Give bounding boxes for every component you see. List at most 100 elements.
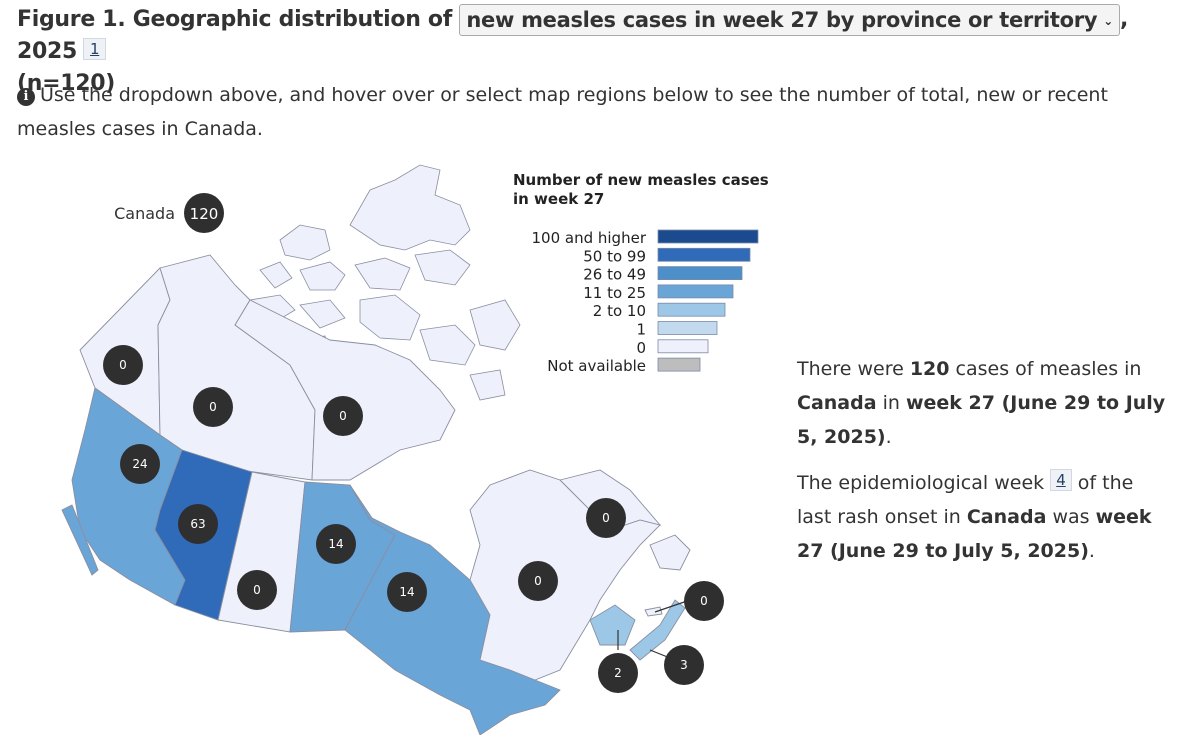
summary-epi-week: The epidemiological week 4 of the last r…: [797, 466, 1167, 568]
national-value: 120: [190, 205, 219, 223]
region-bc-island[interactable]: [61, 504, 99, 576]
summary-place: Canada: [966, 506, 1047, 528]
info-icon: i: [17, 88, 35, 106]
summary-week: week 27 (June 29 to July 5, 2025): [797, 392, 1166, 448]
bubble-circle: [518, 561, 558, 601]
legend-swatch: [657, 247, 751, 262]
region-bubble-nb[interactable]: 2: [598, 653, 638, 693]
bubble-value: 0: [339, 409, 347, 423]
bubble-circle: [387, 572, 427, 612]
summary-text: was: [1046, 506, 1096, 528]
summary-text: of the last rash onset in: [797, 472, 1134, 528]
measure-dropdown[interactable]: new measles cases in week 27 by province…: [459, 4, 1121, 36]
measure-dropdown-value: new measles cases in week 27 by province…: [466, 8, 1098, 32]
bubble-value: 0: [253, 583, 261, 597]
region-ns[interactable]: [629, 599, 686, 661]
legend-title-2: in week 27: [513, 190, 604, 208]
region-bubble-bc[interactable]: 24: [120, 444, 160, 484]
legend-swatch: [657, 229, 759, 244]
summary-cases: There were 120 cases of measles in Canad…: [797, 352, 1167, 454]
legend-swatch: [657, 321, 718, 335]
region-nb[interactable]: [589, 604, 636, 646]
bubble-circle: [598, 653, 638, 693]
figure-title: Figure 1. Geographic distribution of new…: [17, 4, 1167, 100]
region-bubble-nu[interactable]: 0: [323, 396, 363, 436]
bubble-circle: [316, 524, 356, 564]
legend-item: 100 and higher: [532, 229, 759, 247]
summary-text: in: [876, 392, 906, 414]
figure-title-prefix: Figure 1. Geographic distribution of: [17, 7, 453, 32]
legend-label: 26 to 49: [583, 266, 646, 284]
national-badge: Canada 120: [114, 193, 224, 233]
legend-label: 2 to 10: [593, 302, 646, 320]
legend-label: 50 to 99: [583, 247, 646, 265]
map-svg: Canada 120 0 0 0 24 63 0 14 14 0 0 0 2 3 Number of n…: [61, 164, 769, 735]
legend-item: 26 to 49: [583, 266, 743, 284]
legend: Number of new measles cases in week 27 1…: [513, 171, 769, 375]
bubble-value: 0: [119, 358, 127, 372]
legend-swatch: [657, 339, 709, 354]
summary-count: 120: [909, 358, 950, 380]
region-bubble-yt[interactable]: 0: [103, 345, 143, 385]
legend-swatch: [657, 284, 734, 299]
bubble-value: 24: [132, 457, 147, 471]
arctic-islands: [249, 164, 521, 401]
bubble-value: 63: [190, 517, 205, 531]
bubble-circle: [323, 396, 363, 436]
legend-label: 1: [636, 321, 646, 339]
bubble-value: 2: [614, 666, 622, 680]
national-bubble: [184, 193, 224, 233]
region-bubble-mb[interactable]: 14: [316, 524, 356, 564]
summary-text: .: [885, 426, 892, 448]
legend-label: 11 to 25: [583, 284, 646, 302]
region-qc[interactable]: [469, 469, 661, 681]
figure-title-suffix: , 2025: [17, 7, 1129, 64]
instructions-text: Use the dropdown above, and hover over o…: [17, 84, 1108, 140]
bubble-circle: [237, 570, 277, 610]
summary-week: week 27 (June 29 to July 5, 2025): [797, 506, 1152, 562]
legend-item: Not available: [547, 357, 701, 375]
bubble-circle: [120, 444, 160, 484]
summary-panel: There were 120 cases of measles in Canad…: [797, 352, 1167, 580]
legend-item: 50 to 99: [583, 247, 751, 265]
region-bubble-sk[interactable]: 0: [237, 570, 277, 610]
bubble-circle: [103, 345, 143, 385]
region-on[interactable]: [344, 484, 561, 735]
bubble-circle: [178, 504, 218, 544]
region-nl-island[interactable]: [649, 534, 691, 571]
bubble-value: 14: [328, 537, 343, 551]
legend-swatch: [657, 302, 726, 317]
legend-item: 0: [636, 339, 709, 357]
region-bubble-nl[interactable]: 0: [586, 498, 626, 538]
bubble-value: 0: [700, 594, 708, 608]
instructions: i Use the dropdown above, and hover over …: [17, 78, 1137, 146]
region-bubble-on[interactable]: 14: [387, 572, 427, 612]
region-nu[interactable]: [234, 299, 456, 481]
summary-place: Canada: [797, 392, 877, 414]
region-bubbles: 0 0 0 24 63 0 14 14 0 0 0 2 3: [103, 345, 724, 693]
legend-swatch: [657, 266, 743, 280]
region-bubble-ns[interactable]: 3: [664, 645, 704, 685]
bubble-circle: [684, 581, 724, 621]
region-bubble-nt[interactable]: 0: [193, 387, 233, 427]
region-pe[interactable]: [644, 606, 663, 617]
bubble-value: 0: [602, 511, 610, 525]
region-bubble-qc[interactable]: 0: [518, 561, 558, 601]
region-bubble-pe[interactable]: 0: [684, 581, 724, 621]
legend-item: 11 to 25: [583, 284, 734, 302]
legend-title-1: Number of new measles cases: [513, 171, 769, 189]
summary-text: The epidemiological week: [797, 472, 1051, 494]
bubble-circle: [664, 645, 704, 685]
chevron-down-icon: ⌄: [1103, 14, 1114, 28]
legend-item: 1: [636, 321, 718, 339]
legend-label: 100 and higher: [532, 229, 647, 247]
bubble-circle: [193, 387, 233, 427]
region-bubble-ab[interactable]: 63: [178, 504, 218, 544]
national-label: Canada: [114, 204, 175, 223]
bubble-value: 14: [399, 585, 414, 599]
bubble-value: 3: [680, 658, 688, 672]
footnote-link-1[interactable]: 1: [83, 38, 107, 60]
footnote-link-4[interactable]: 4: [1050, 469, 1072, 491]
legend-swatch: [657, 357, 701, 372]
